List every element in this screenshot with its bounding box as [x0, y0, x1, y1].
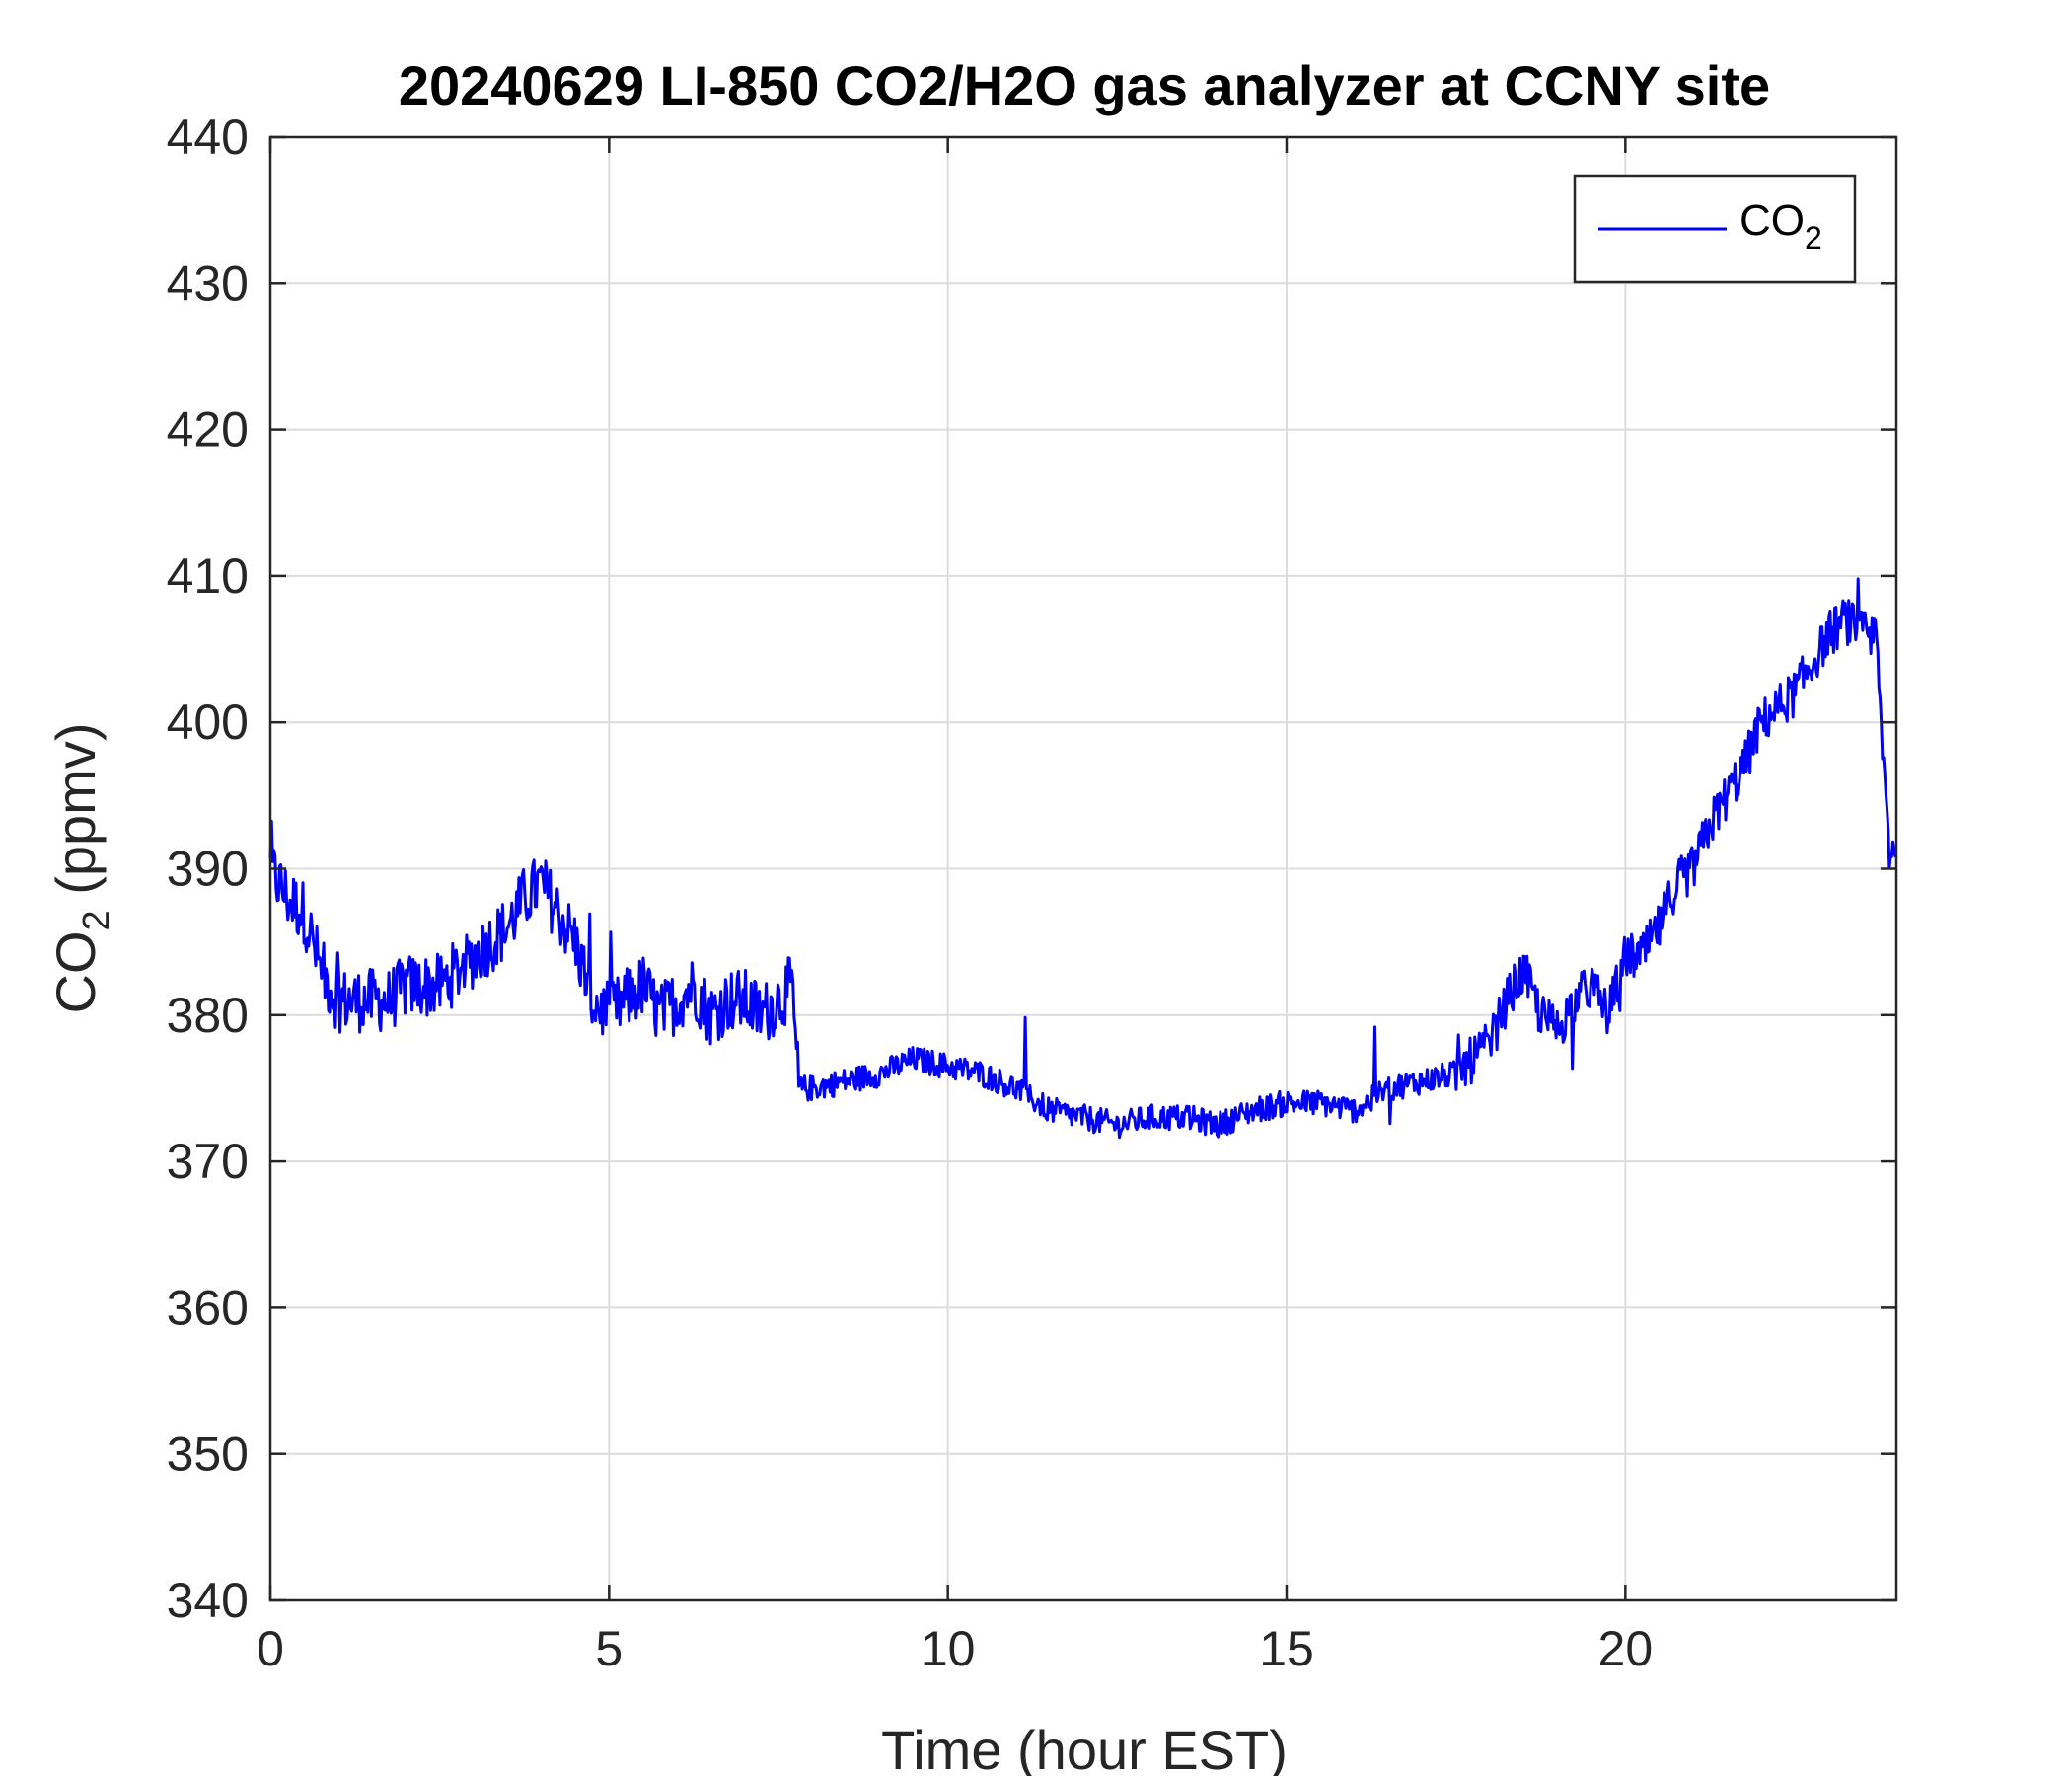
x-tick-label: 10	[921, 1621, 976, 1676]
co2-series-line	[268, 577, 1898, 1140]
y-tick-label: 430	[167, 256, 249, 311]
y-tick-labels: 340 350 360 370 380 390 400 410 420 430 440	[167, 110, 249, 1628]
y-tick-label: 380	[167, 988, 249, 1043]
y-tick-label: 440	[167, 110, 249, 165]
y-axis-label-suffix: (ppmv)	[44, 723, 107, 911]
y-axis-label-sub: 2	[76, 910, 117, 930]
y-axis-label-base: CO	[44, 930, 107, 1013]
y-tick-label: 340	[167, 1573, 249, 1628]
x-tick-label: 0	[257, 1621, 284, 1676]
x-tick-labels: 0 5 10 15 20	[257, 1621, 1653, 1676]
axis-ticks	[268, 135, 1896, 1602]
chart-title: 20240629 LI-850 CO2/H2O gas analyzer at …	[399, 54, 1770, 116]
y-tick-label: 370	[167, 1134, 249, 1189]
x-tick-label: 5	[595, 1621, 623, 1676]
x-tick-label: 15	[1259, 1621, 1314, 1676]
y-tick-label: 400	[167, 695, 249, 750]
y-tick-label: 410	[167, 549, 249, 604]
y-tick-label: 360	[167, 1280, 249, 1335]
x-tick-label: 20	[1598, 1621, 1654, 1676]
legend-label-co2: CO2	[1739, 196, 1822, 256]
legend-label-sub: 2	[1805, 220, 1822, 256]
y-tick-label: 420	[167, 403, 249, 458]
x-axis-label: Time (hour EST)	[881, 1719, 1288, 1776]
y-tick-label: 390	[167, 842, 249, 897]
y-axis-label: CO2 (ppmv)	[44, 723, 117, 1014]
legend: CO2	[1573, 174, 1857, 284]
y-tick-label: 350	[167, 1427, 249, 1482]
grid-lines	[270, 137, 1896, 1600]
legend-label-base: CO	[1739, 196, 1805, 245]
